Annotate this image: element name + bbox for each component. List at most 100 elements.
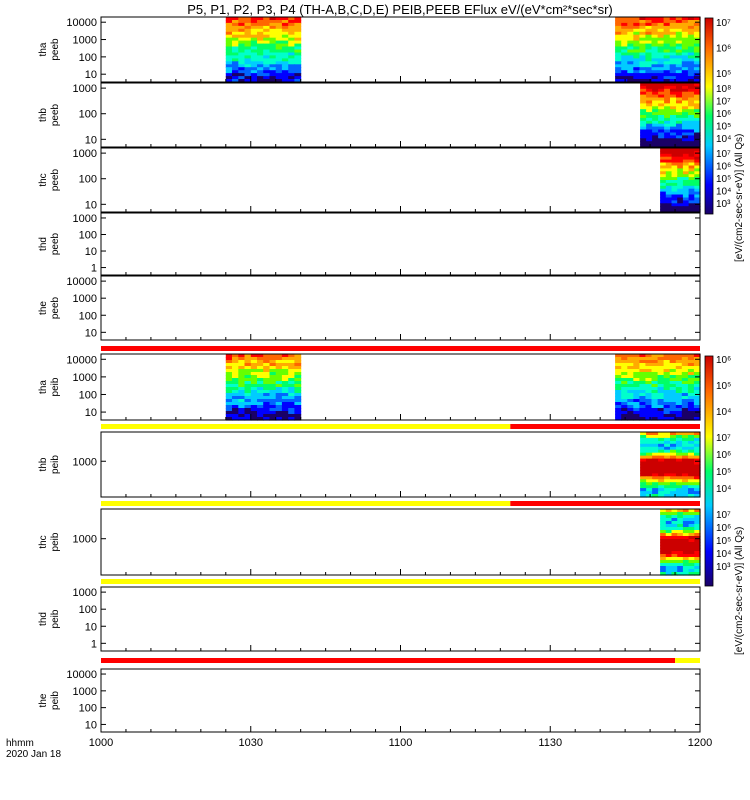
spectrogram-cell [664, 91, 671, 96]
spectrogram-cell [651, 79, 659, 83]
spectrogram-cell [687, 20, 695, 24]
spectrogram-block [225, 354, 302, 421]
spectrogram-cell [682, 106, 689, 110]
spectrogram-cell [640, 488, 647, 492]
spectrogram-cell [225, 405, 233, 409]
spectrogram-cell [639, 417, 647, 421]
spectrogram-cell [232, 25, 239, 30]
spectrogram-cell [665, 542, 673, 546]
spectrogram-cell [244, 61, 252, 65]
spectrogram-cell [640, 123, 647, 128]
spectrogram-cell [677, 156, 684, 161]
spectrogram-cell [275, 390, 283, 394]
spectrogram-cell [688, 83, 695, 87]
spectrogram-cell [652, 126, 659, 131]
spectrogram-cell [688, 566, 695, 570]
spectrogram-cell [225, 22, 233, 27]
spectrogram-cell [675, 64, 683, 68]
spectrogram-cell [257, 378, 264, 382]
spectrogram-cell [664, 446, 671, 451]
spectrogram-cell [682, 109, 689, 113]
spectrogram-cell [250, 64, 258, 68]
spectrogram-cell [682, 539, 690, 543]
spectrogram-cell [660, 554, 667, 558]
spectrogram-cell [682, 569, 690, 573]
spectrogram-cell [660, 206, 667, 210]
spectrogram-cell [671, 197, 678, 201]
spectrogram-cell [232, 61, 239, 65]
spectrogram-cell [257, 70, 264, 74]
colorbar-tick-label: 10⁷ [716, 510, 731, 521]
spectrogram-cell [225, 55, 233, 59]
spectrogram-cell [288, 357, 295, 361]
spectrogram-cell [250, 49, 258, 54]
spectrogram-cell [657, 363, 665, 367]
spectrogram-cell [688, 458, 695, 463]
spectrogram-cell [688, 449, 695, 454]
spectrogram-cell [677, 572, 684, 576]
spectrogram-cell [677, 182, 684, 187]
spectrogram-cell [663, 73, 671, 77]
spectrogram-cell [646, 97, 653, 101]
spectrogram-cell [250, 79, 258, 83]
spectrogram-cell [645, 55, 653, 59]
spectrogram-cell [275, 396, 283, 400]
spectrogram-cell [263, 17, 270, 21]
spectrogram-cell [652, 141, 659, 145]
spectrogram-cell [669, 390, 677, 394]
spectrogram-cell [682, 560, 690, 564]
spectrogram-cell [665, 209, 673, 213]
spectrogram-cell [669, 79, 677, 83]
spectrogram-cell [675, 17, 683, 21]
spectrogram-cell [639, 40, 647, 45]
spectrogram-cell [633, 354, 640, 358]
y-tick-label: 1000 [73, 587, 97, 599]
spectrogram-cell [275, 70, 283, 74]
spectrogram-cell [257, 76, 264, 80]
spectrogram-cell [676, 488, 683, 492]
spectrogram-cell [687, 67, 695, 71]
spectrogram-cell [682, 117, 689, 122]
spectrogram-cell [669, 411, 677, 415]
spectrogram-cell [681, 22, 689, 27]
spectrogram-cell [651, 37, 659, 42]
spectrogram-cell [676, 91, 683, 96]
spectrogram-cell [682, 162, 690, 166]
spectrogram-cell [288, 70, 295, 74]
spectrogram-cell [688, 115, 695, 119]
spectrogram-cell [244, 390, 252, 394]
spectrogram-cell [288, 52, 295, 57]
spectrogram-cell [670, 135, 677, 139]
spectrogram-cell [657, 61, 665, 65]
spectrogram-cell [676, 97, 683, 101]
spectrogram-cell [675, 22, 683, 27]
spectrogram-cell [681, 366, 689, 370]
spectrogram-cell [263, 58, 270, 62]
spectrogram-cell [671, 206, 678, 210]
spectrogram-cell [257, 408, 264, 412]
spectrogram-cell [693, 384, 701, 388]
spectrogram-cell [646, 440, 653, 445]
spectrogram-cell [263, 405, 270, 409]
spectrogram-cell [694, 536, 701, 540]
spectrogram-cell [281, 378, 289, 382]
spectrogram-cell [639, 34, 647, 39]
spectrogram-cell [675, 55, 683, 59]
spectrogram-cell [688, 159, 695, 164]
spectrogram-cell [688, 533, 695, 537]
spectrogram-cell [281, 414, 289, 418]
spectrogram-cell [665, 554, 673, 558]
spectrogram-cell [621, 20, 628, 24]
spectrogram-cell [275, 25, 283, 30]
spectrogram-cell [281, 46, 289, 51]
spectrogram-cell [681, 64, 689, 68]
panel-ylabel-instrument: peeb [50, 232, 61, 255]
spectrogram-cell [275, 363, 283, 367]
spectrogram-cell [275, 22, 283, 27]
spectrogram-cell [664, 449, 671, 454]
spectrogram-cell [238, 381, 246, 385]
spectrogram-cell [294, 405, 302, 409]
spectrogram-cell [693, 70, 701, 74]
